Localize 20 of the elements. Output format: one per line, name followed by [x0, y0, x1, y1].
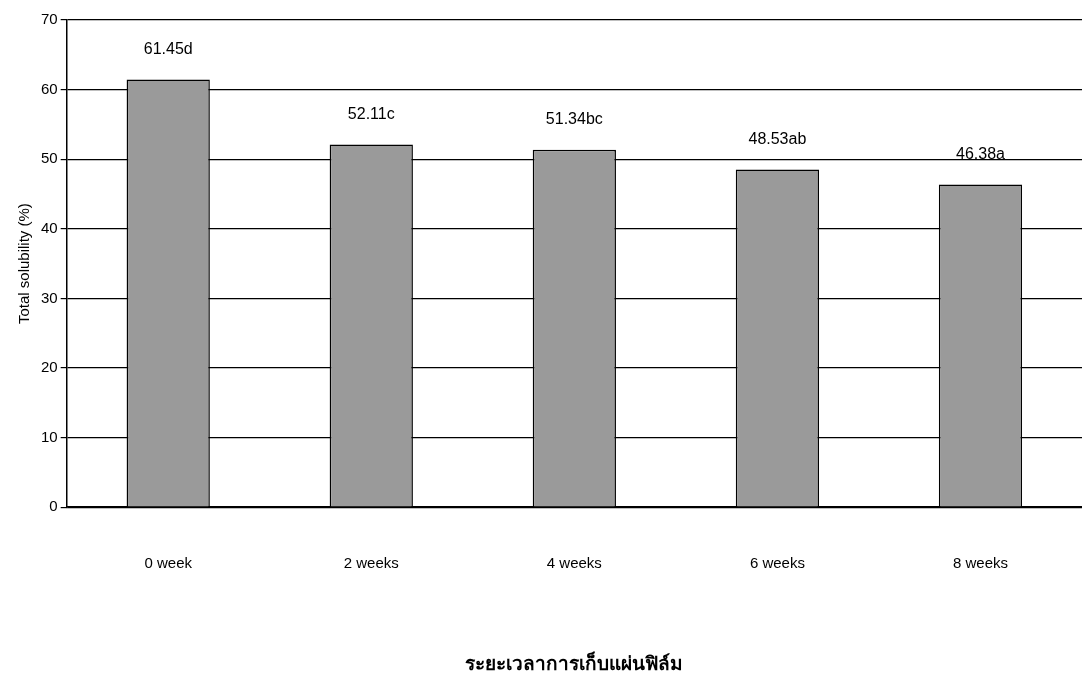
data-label: 52.11c — [347, 104, 395, 122]
y-tick-label: 30 — [41, 288, 58, 306]
data-label: 51.34bc — [545, 110, 603, 128]
x-tick-label: 8 weeks — [952, 554, 1008, 572]
x-tick-label: 2 weeks — [343, 554, 399, 572]
x-tick-label: 0 week — [144, 554, 193, 572]
y-axis-title: Total solubility (%) — [15, 203, 33, 325]
data-label: 46.38a — [956, 144, 1006, 162]
data-label: 61.45d — [143, 39, 193, 57]
data-label: 48.53ab — [748, 129, 807, 147]
y-tick-label: 0 — [49, 497, 58, 515]
y-tick-label: 60 — [41, 79, 58, 97]
y-tick-label: 70 — [41, 10, 58, 28]
x-tick-label: 4 weeks — [546, 554, 602, 572]
x-tick-label: 6 weeks — [749, 554, 805, 572]
y-tick-label: 10 — [41, 427, 58, 445]
x-axis-title: ระยะเวลาการเก็บแผ่นฟิล์ม — [465, 650, 684, 674]
y-tick-label: 40 — [41, 218, 58, 236]
y-tick-label: 50 — [41, 149, 58, 167]
y-tick-label: 20 — [41, 358, 58, 376]
